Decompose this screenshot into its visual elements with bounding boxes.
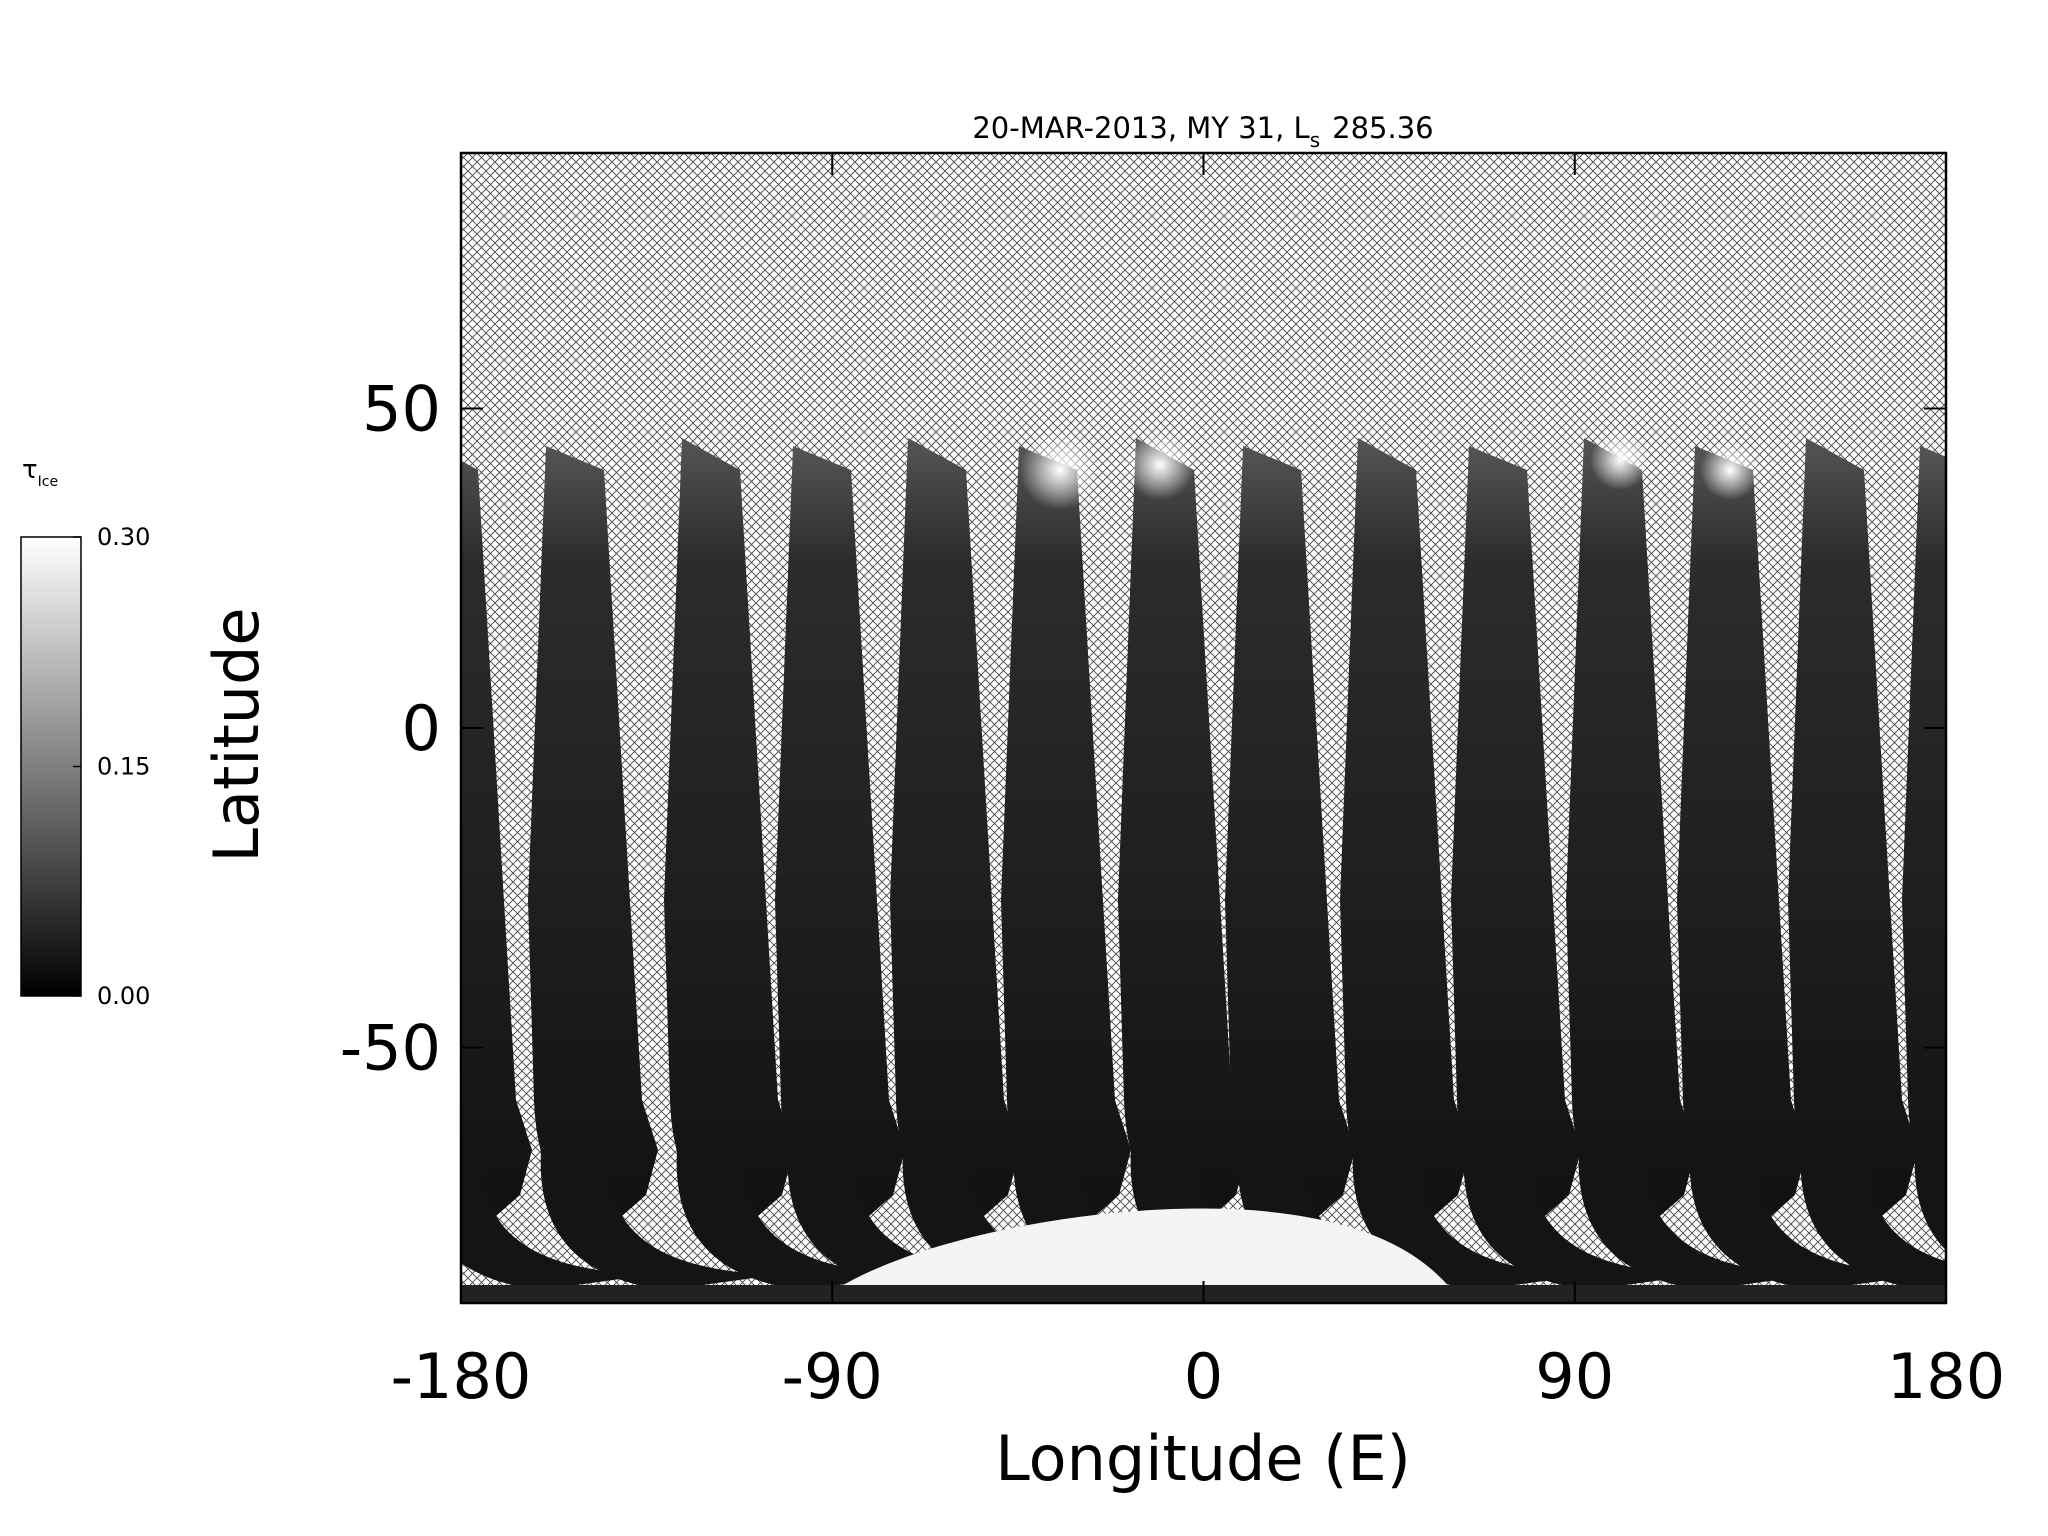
swath bbox=[775, 446, 905, 1230]
swath bbox=[664, 438, 794, 1230]
colorbar bbox=[20, 536, 82, 997]
colorbar-subscript: Ice bbox=[38, 474, 58, 490]
x-tick-label: 90 bbox=[1535, 1340, 1614, 1413]
swath-tail bbox=[1914, 1150, 1946, 1251]
swath-tail bbox=[1689, 1150, 1925, 1290]
x-tick-label: 180 bbox=[1887, 1340, 2005, 1413]
bright-patch bbox=[1590, 430, 1650, 490]
swath bbox=[1118, 438, 1248, 1230]
swath bbox=[1451, 446, 1581, 1230]
swath-tail bbox=[1578, 1150, 1814, 1290]
colorbar-tick-label: 0.30 bbox=[97, 523, 150, 551]
chart-title: 20-MAR-2013, MY 31, Ls 285.36 bbox=[972, 111, 1433, 152]
swath bbox=[1902, 446, 1946, 1210]
swath-tail bbox=[787, 1150, 1023, 1290]
y-axis-label: Latitude bbox=[200, 607, 273, 862]
title-subscript: s bbox=[1310, 128, 1320, 152]
swath bbox=[1566, 438, 1696, 1230]
x-axis-label: Longitude (E) bbox=[995, 1422, 1411, 1495]
swath bbox=[1001, 446, 1131, 1230]
y-tick-label: -50 bbox=[340, 1011, 441, 1084]
swath bbox=[1225, 446, 1355, 1230]
swath bbox=[461, 460, 532, 1230]
title-text: 20-MAR-2013, MY 31, L bbox=[972, 111, 1309, 145]
bright-patch bbox=[1020, 430, 1100, 510]
colorbar-tick-label: 0.15 bbox=[97, 753, 150, 781]
swath-tail bbox=[461, 1150, 650, 1290]
swath-tail bbox=[1800, 1150, 1946, 1290]
swath bbox=[1340, 438, 1470, 1230]
colorbar-symbol: τ bbox=[22, 455, 38, 485]
colorbar-tick-label: 0.00 bbox=[97, 982, 150, 1010]
swath bbox=[890, 438, 1020, 1230]
x-tick-label: -90 bbox=[782, 1340, 883, 1413]
map-image bbox=[461, 153, 1946, 1303]
bright-patch bbox=[1125, 430, 1195, 500]
title-value: 285.36 bbox=[1332, 111, 1433, 145]
y-tick-label: 50 bbox=[362, 373, 441, 446]
swath-tail bbox=[1463, 1150, 1699, 1290]
x-tick-label: 0 bbox=[1184, 1340, 1223, 1413]
swath bbox=[1788, 438, 1918, 1230]
swath-tail bbox=[540, 1150, 776, 1290]
x-tick-label: -180 bbox=[391, 1340, 532, 1413]
y-tick-label: 0 bbox=[402, 692, 441, 765]
bright-patch bbox=[1700, 440, 1760, 500]
swath bbox=[528, 446, 658, 1230]
swath bbox=[1677, 446, 1807, 1230]
colorbar-label: τIce bbox=[22, 455, 58, 490]
polar-cap bbox=[820, 1208, 1460, 1300]
swath-tail bbox=[676, 1150, 912, 1290]
